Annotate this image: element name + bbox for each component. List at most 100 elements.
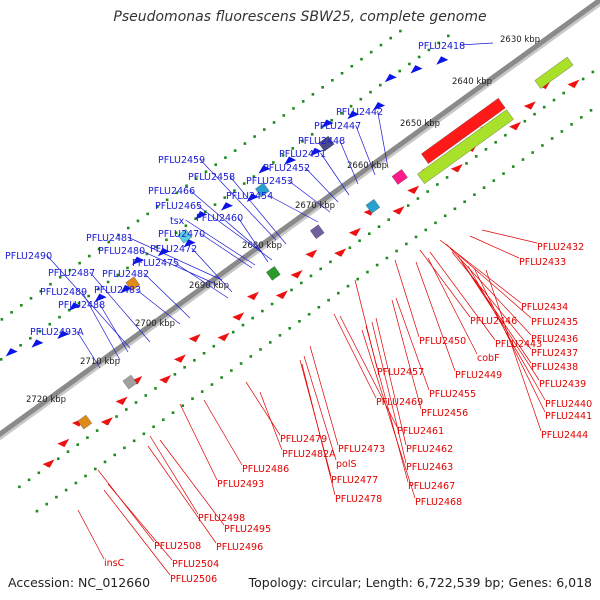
forward-gene-label[interactable]: PFLU2472 <box>150 244 197 255</box>
forward-gene-label[interactable]: PFLU2459 <box>158 155 205 166</box>
feature-block-orange[interactable] <box>77 414 92 430</box>
reverse-gene-arrow[interactable] <box>217 332 230 342</box>
reverse-gene-label[interactable]: PFLU2504 <box>172 559 219 570</box>
forward-gene-label[interactable]: PFLU2458 <box>188 172 235 183</box>
feature-block-dkgreen[interactable] <box>266 266 281 281</box>
forward-gene-label[interactable]: PFLU2466 <box>148 186 195 197</box>
forward-gene-label[interactable]: PFLU2489 <box>40 287 87 298</box>
reverse-gene-arrow[interactable] <box>509 121 522 131</box>
forward-gene-arrow[interactable] <box>157 247 170 257</box>
reverse-gene-label[interactable]: PFLU2461 <box>397 426 444 437</box>
reverse-gene-label[interactable]: PFLU2438 <box>531 362 578 373</box>
reverse-gene-arrow[interactable] <box>188 333 201 343</box>
reverse-gene-label[interactable]: PFLU2462 <box>406 444 453 455</box>
reverse-gene-label[interactable]: PFLU2478 <box>335 494 382 505</box>
reverse-gene-arrow[interactable] <box>450 163 463 173</box>
feature-block-cyan[interactable] <box>177 229 192 244</box>
forward-gene-arrow[interactable] <box>436 56 449 65</box>
forward-gene-label[interactable]: PFLU2480 <box>98 246 145 257</box>
forward-gene-label[interactable]: PFLU2460 <box>196 213 243 224</box>
forward-gene-arrow[interactable] <box>373 102 386 111</box>
reverse-gene-label[interactable]: PFLU2439 <box>539 379 586 390</box>
reverse-gene-label[interactable]: PFLU2437 <box>531 348 578 359</box>
feature-block-green[interactable] <box>417 109 514 184</box>
reverse-gene-arrow[interactable] <box>348 227 361 237</box>
feature-block-purple[interactable] <box>310 224 325 239</box>
reverse-gene-label[interactable]: PFLU2450 <box>419 336 466 347</box>
reverse-gene-label[interactable]: PFLU2495 <box>224 524 271 535</box>
forward-gene-arrow[interactable] <box>94 293 107 303</box>
reverse-gene-label[interactable]: PFLU2493 <box>217 479 264 490</box>
forward-gene-label[interactable]: PFLU2448 <box>298 136 345 147</box>
reverse-gene-label[interactable]: polS <box>336 459 357 470</box>
gene-labels[interactable]: PFLU2418 PFLU2442 PFLU2447 PFLU2448 PFLU2451… <box>5 41 592 585</box>
reverse-gene-arrow[interactable] <box>523 101 536 110</box>
forward-gene-label[interactable]: PFLU2465 <box>155 201 202 212</box>
forward-gene-arrow[interactable] <box>57 330 70 339</box>
reverse-gene-label[interactable]: PFLU2496 <box>216 542 263 553</box>
reverse-gene-label[interactable]: PFLU2440 <box>545 399 592 410</box>
reverse-gene-label[interactable]: PFLU2444 <box>541 430 588 441</box>
feature-block-cyan[interactable] <box>365 199 381 214</box>
forward-gene-arrow[interactable] <box>31 339 44 348</box>
forward-gene-label[interactable]: PFLU2487 <box>48 268 95 279</box>
reverse-gene-label[interactable]: PFLU2457 <box>377 367 424 378</box>
forward-gene-label[interactable]: PFLU2475 <box>132 258 179 269</box>
forward-gene-arrow[interactable] <box>410 65 423 74</box>
reverse-gene-arrow[interactable] <box>334 248 347 257</box>
reverse-gene-label[interactable]: PFLU2433 <box>519 257 566 268</box>
feature-block-pink[interactable] <box>391 169 408 185</box>
reverse-gene-label[interactable]: PFLU2467 <box>408 481 455 492</box>
forward-gene-label[interactable]: PFLU2451 <box>279 149 326 160</box>
reverse-gene-arrow[interactable] <box>275 290 288 299</box>
forward-gene-label[interactable]: PFLU2493A <box>30 327 84 338</box>
forward-gene-label[interactable]: PFLU2481 <box>86 233 133 244</box>
reverse-gene-label[interactable]: PFLU2456 <box>421 408 468 419</box>
reverse-gene-label[interactable]: PFLU2498 <box>198 513 245 524</box>
reverse-gene-label[interactable]: PFLU2506 <box>170 574 217 585</box>
feature-block-orange[interactable] <box>125 276 140 291</box>
reverse-gene-label[interactable]: PFLU2432 <box>537 242 584 253</box>
reverse-gene-arrow[interactable] <box>246 291 259 301</box>
forward-gene-label[interactable]: PFLU2488 <box>58 300 105 311</box>
reverse-gene-arrow[interactable] <box>173 354 186 363</box>
reverse-gene-label[interactable]: cobF <box>477 353 500 364</box>
reverse-gene-label[interactable]: PFLU2449 <box>455 370 502 381</box>
forward-gene-label[interactable]: PFLU2442 <box>336 107 383 118</box>
forward-gene-arrow[interactable] <box>195 210 208 220</box>
forward-gene-arrow[interactable] <box>68 302 81 311</box>
reverse-gene-label[interactable]: PFLU2446 <box>470 316 517 327</box>
forward-gene-arrow[interactable] <box>384 73 397 83</box>
forward-gene-label[interactable]: PFLU2482 <box>102 269 149 280</box>
forward-gene-arrow[interactable] <box>183 239 196 248</box>
reverse-gene-arrow[interactable] <box>57 438 70 448</box>
reverse-gene-arrow[interactable] <box>100 417 113 426</box>
reverse-gene-label[interactable]: PFLU2434 <box>521 302 568 313</box>
reverse-gene-label[interactable]: PFLU2477 <box>331 475 378 486</box>
reverse-gene-label[interactable]: PFLU2473 <box>338 444 385 455</box>
forward-gene-label[interactable]: PFLU2453 <box>246 176 293 187</box>
reverse-gene-label[interactable]: PFLU2468 <box>415 497 462 508</box>
reverse-gene-label[interactable]: PFLU2443 <box>495 339 542 350</box>
forward-gene-arrow[interactable] <box>220 202 233 211</box>
forward-gene-arrow[interactable] <box>5 348 18 357</box>
reverse-gene-label[interactable]: insC <box>104 558 125 569</box>
forward-gene-arrow[interactable] <box>309 147 322 157</box>
forward-gene-label[interactable]: tsx <box>170 216 185 227</box>
reverse-gene-label[interactable]: PFLU2479 <box>280 434 327 445</box>
reverse-gene-arrow[interactable] <box>159 374 172 384</box>
forward-gene-arrow[interactable] <box>132 256 145 266</box>
forward-gene-label[interactable]: PFLU2483 <box>94 285 141 296</box>
forward-gene-arrow[interactable] <box>258 165 271 174</box>
forward-gene-arrow[interactable] <box>347 110 360 120</box>
reverse-gene-label[interactable]: PFLU2463 <box>406 462 453 473</box>
forward-gene-label[interactable]: PFLU2454 <box>226 191 273 202</box>
feature-block-green[interactable] <box>534 56 574 89</box>
reverse-gene-arrow[interactable] <box>392 206 405 215</box>
gene-features[interactable] <box>5 56 580 468</box>
forward-gene-label[interactable]: PFLU2452 <box>263 163 310 174</box>
reverse-gene-arrow[interactable] <box>232 312 245 321</box>
reverse-gene-label[interactable]: PFLU2455 <box>429 389 476 400</box>
forward-gene-label[interactable]: PFLU2490 <box>5 251 52 262</box>
reverse-gene-label[interactable]: PFLU2441 <box>545 411 592 422</box>
